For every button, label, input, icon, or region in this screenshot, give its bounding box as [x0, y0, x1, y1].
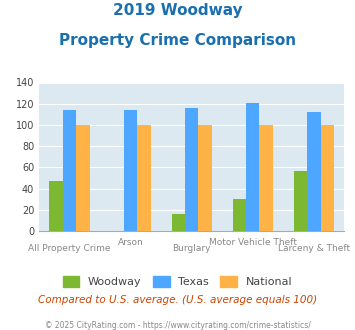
Bar — [76, 125, 90, 231]
Text: © 2025 CityRating.com - https://www.cityrating.com/crime-statistics/: © 2025 CityRating.com - https://www.city… — [45, 321, 310, 330]
Text: Motor Vehicle Theft: Motor Vehicle Theft — [209, 238, 297, 247]
Text: 2019 Woodway: 2019 Woodway — [113, 3, 242, 18]
Text: Burglary: Burglary — [173, 244, 211, 253]
Bar — [124, 110, 137, 231]
Bar — [294, 171, 307, 231]
Text: Larceny & Theft: Larceny & Theft — [278, 244, 350, 253]
Legend: Woodway, Texas, National: Woodway, Texas, National — [58, 271, 297, 291]
Bar — [307, 112, 321, 231]
Bar — [246, 103, 260, 231]
Text: Property Crime Comparison: Property Crime Comparison — [59, 33, 296, 48]
Text: Compared to U.S. average. (U.S. average equals 100): Compared to U.S. average. (U.S. average … — [38, 295, 317, 305]
Bar — [321, 125, 334, 231]
Bar — [49, 181, 63, 231]
Bar — [171, 214, 185, 231]
Text: Arson: Arson — [118, 238, 143, 247]
Bar — [198, 125, 212, 231]
Bar — [260, 125, 273, 231]
Bar — [233, 199, 246, 231]
Bar — [185, 108, 198, 231]
Text: All Property Crime: All Property Crime — [28, 244, 111, 253]
Bar — [137, 125, 151, 231]
Bar — [63, 110, 76, 231]
